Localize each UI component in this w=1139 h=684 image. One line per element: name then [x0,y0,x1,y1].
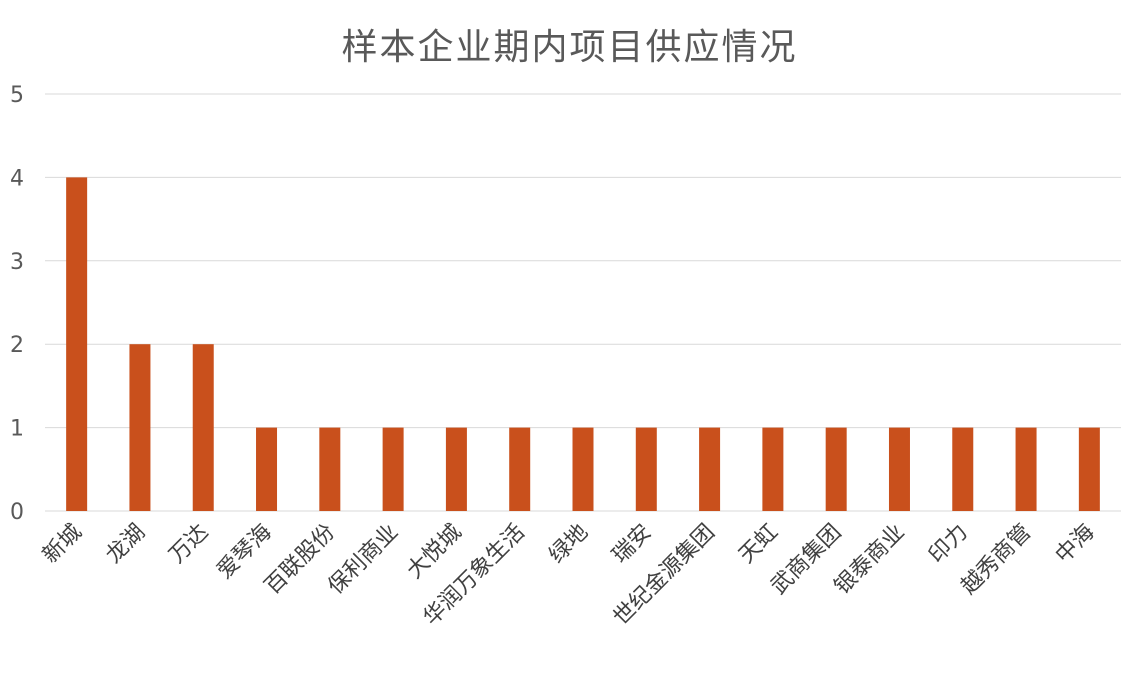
bar-16 [1078,427,1100,511]
chart-title: 样本企业期内项目供应情况 [341,27,798,68]
bar-2 [192,344,214,511]
y-tick-label: 4 [10,166,24,191]
x-tick-label: 绿地 [544,520,593,569]
bar-4 [319,427,341,511]
y-tick-label: 3 [10,250,24,275]
y-axis-ticks: 0 1 2 3 4 5 [10,83,24,525]
x-tick-label: 天虹 [734,520,783,569]
bar-8 [572,427,594,511]
x-tick-label: 保利商业 [323,520,403,600]
bar-6 [445,427,467,511]
bar-3 [256,427,278,511]
y-tick-label: 1 [10,417,24,442]
x-tick-label: 银泰商业 [830,520,910,600]
y-tick-label: 0 [10,500,24,525]
x-tick-label: 瑞安 [608,520,657,569]
bar-9 [635,427,657,511]
x-tick-label: 龙湖 [101,520,150,569]
y-tick-label: 5 [10,83,24,108]
bars [66,177,1100,511]
bar-1 [129,344,151,511]
x-tick-label: 新城 [38,520,87,569]
x-tick-label: 万达 [165,520,214,569]
bar-5 [382,427,404,511]
y-tick-label: 2 [10,333,24,358]
x-tick-label: 越秀商管 [956,520,1036,600]
bar-13 [888,427,910,511]
x-tick-label: 中海 [1051,520,1100,569]
bar-7 [509,427,531,511]
bar-11 [762,427,784,511]
bar-15 [1015,427,1037,511]
bar-14 [952,427,974,511]
bar-0 [66,177,88,511]
bar-12 [825,427,847,511]
x-tick-label: 印力 [924,520,973,569]
bar-10 [699,427,721,511]
